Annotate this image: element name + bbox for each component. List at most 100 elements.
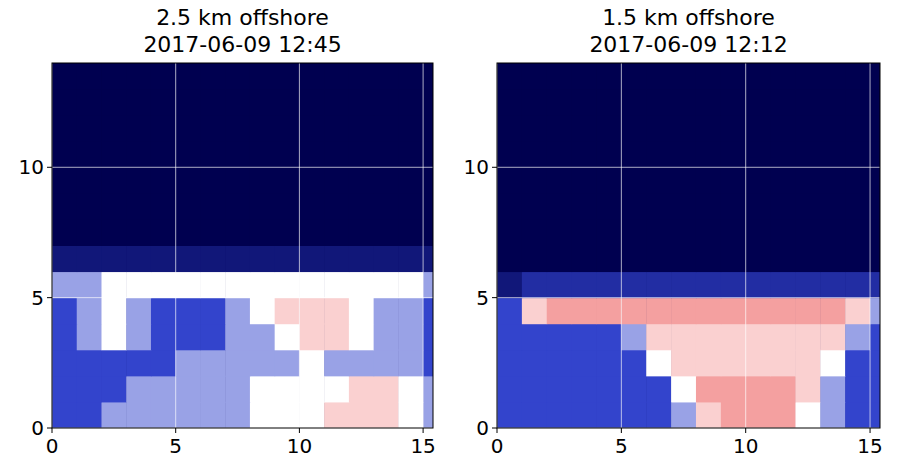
heatmap-cell	[572, 219, 597, 246]
heatmap-cell	[374, 272, 399, 299]
heatmap-cell	[621, 63, 646, 90]
heatmap-cell	[176, 298, 201, 325]
heatmap-cell	[771, 376, 796, 403]
plot-background	[497, 63, 880, 428]
heatmap-cell	[299, 246, 324, 273]
heatmap-cell	[324, 63, 349, 90]
heatmap-cell	[225, 63, 250, 90]
tick-label: 10	[733, 434, 758, 458]
heatmap-cell	[374, 246, 399, 273]
tick-mark	[47, 167, 52, 168]
tick-label: 5	[476, 286, 489, 310]
tick-mark	[47, 297, 52, 298]
heatmap-cell	[746, 298, 771, 325]
heatmap-cell	[671, 167, 696, 194]
heatmap-cell	[596, 324, 621, 351]
heatmap-cell	[671, 272, 696, 299]
heatmap-cell	[646, 115, 671, 142]
heatmap-cell	[250, 272, 275, 299]
heatmap-cell	[646, 89, 671, 116]
heatmap-cell	[522, 115, 547, 142]
heatmap-cell	[497, 350, 522, 377]
plot-frame	[497, 63, 880, 428]
heatmap-cell	[398, 376, 423, 403]
heatmap-cell	[795, 402, 820, 428]
heatmap-cell	[250, 219, 275, 246]
heatmap-cell	[596, 298, 621, 325]
heatmap-cell	[299, 63, 324, 90]
heatmap-cell	[820, 402, 845, 428]
heatmap-cell	[200, 246, 225, 273]
heatmap-cell	[324, 298, 349, 325]
heatmap-cell	[820, 246, 845, 273]
heatmap-cell	[696, 350, 721, 377]
heatmap-cell	[225, 272, 250, 299]
heatmap-cell	[746, 324, 771, 351]
heatmap-cell	[820, 63, 845, 90]
heatmap-cell	[299, 193, 324, 220]
heatmap-cell	[200, 219, 225, 246]
heatmap-cell	[646, 376, 671, 403]
heatmap-cell	[77, 167, 102, 194]
heatmap-cell	[299, 272, 324, 299]
heatmap-cell	[671, 63, 696, 90]
heatmap-cell	[275, 272, 300, 299]
heatmap-cell	[423, 272, 433, 299]
heatmap-cell	[52, 350, 77, 377]
heatmap-cell	[621, 350, 646, 377]
heatmap-cell	[696, 324, 721, 351]
heatmap-cell	[200, 63, 225, 90]
heatmap-cell	[646, 219, 671, 246]
heatmap-cell	[845, 298, 870, 325]
heatmap-cell	[671, 402, 696, 428]
heatmap-cell	[547, 141, 572, 168]
heatmap-cell	[497, 89, 522, 116]
heatmap-cell	[423, 246, 433, 273]
heatmap-cell	[200, 89, 225, 116]
heatmap-cell	[250, 141, 275, 168]
heatmap-cell	[200, 298, 225, 325]
heatmap-cell	[423, 115, 433, 142]
tick-label: 10	[19, 155, 44, 179]
heatmap-cell	[746, 246, 771, 273]
tick-label: 0	[46, 434, 59, 458]
heatmap-cell	[374, 167, 399, 194]
heatmap-cell	[225, 89, 250, 116]
heatmap-cell	[572, 376, 597, 403]
heatmap-cell	[795, 193, 820, 220]
heatmap-cell	[52, 246, 77, 273]
heatmap-cell	[820, 219, 845, 246]
heatmap-cell	[746, 89, 771, 116]
heatmap-cell	[646, 272, 671, 299]
tick-mark	[175, 428, 176, 433]
heatmap-cell	[547, 246, 572, 273]
heatmap-cell	[870, 115, 880, 142]
heatmap-cell	[820, 89, 845, 116]
heatmap-cell	[126, 376, 151, 403]
heatmap-cell	[77, 402, 102, 428]
heatmap-cell	[572, 193, 597, 220]
tick-label: 15	[857, 434, 882, 458]
heatmap-cell	[151, 141, 176, 168]
heatmap-cell	[596, 89, 621, 116]
heatmap-cell	[126, 298, 151, 325]
heatmap-cell	[572, 272, 597, 299]
heatmap-cell	[870, 350, 880, 377]
heatmap-cell	[349, 167, 374, 194]
heatmap-cell	[101, 63, 126, 90]
heatmap-cell	[250, 115, 275, 142]
tick-mark	[497, 428, 498, 433]
heatmap-cell	[721, 298, 746, 325]
heatmap-cell	[299, 141, 324, 168]
grid-line	[621, 63, 622, 428]
heatmap-cell	[200, 115, 225, 142]
heatmap-cell	[126, 272, 151, 299]
heatmap-cell	[596, 115, 621, 142]
heatmap-cell	[771, 298, 796, 325]
heatmap-cell	[225, 298, 250, 325]
heatmap-cell	[176, 324, 201, 351]
heatmap-cell	[52, 115, 77, 142]
heatmap-cell	[77, 324, 102, 351]
heatmap-cell	[696, 298, 721, 325]
heatmap-cell	[845, 63, 870, 90]
